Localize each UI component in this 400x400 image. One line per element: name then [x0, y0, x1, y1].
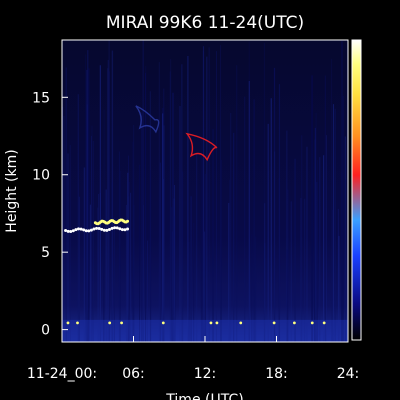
x-tick-label: 12:: [194, 366, 217, 382]
x-tick-label: 18:: [265, 366, 288, 382]
boundary-layer-point: [161, 321, 165, 325]
cirrus-point: [126, 219, 130, 223]
cirrus-point: [95, 226, 99, 230]
y-axis-label: Height (km): [4, 149, 20, 232]
y-axis-ticks: 0 5 10 15: [32, 90, 68, 339]
boundary-layer-point: [322, 321, 326, 325]
boundary-layer-point: [66, 321, 70, 325]
cirrus-point: [87, 229, 91, 233]
cirrus-point: [71, 229, 75, 233]
upper-cloud: [185, 132, 218, 162]
boundary-layer-point: [310, 321, 314, 325]
boundary-layer-point: [215, 321, 219, 325]
y-tick-label: 0: [41, 323, 50, 339]
cirrus-point: [79, 227, 83, 231]
x-axis-ticks: 11-24_00: 06: 12: 18: 24:: [27, 336, 359, 382]
cirrus-point: [69, 229, 73, 233]
cirrus-point: [110, 226, 114, 230]
boundary-layer-point: [76, 321, 79, 325]
cirrus-point: [82, 228, 86, 232]
cirrus-point: [74, 228, 78, 232]
x-tick-label: 11-24_00:: [27, 366, 97, 382]
x-tick-label: 06:: [122, 366, 145, 382]
cirrus-point: [102, 228, 106, 232]
upper-cloud: [135, 105, 160, 134]
cirrus-point: [123, 228, 127, 232]
cirrus-point: [115, 226, 119, 230]
cirrus-point: [100, 227, 104, 231]
x-tick-label: 24:: [337, 366, 360, 382]
boundary-layer-point: [120, 321, 123, 325]
y-tick-label: 15: [32, 90, 50, 106]
boundary-layer-point: [272, 321, 276, 325]
cirrus-point: [76, 227, 80, 231]
cirrus-point: [120, 228, 124, 232]
colorbar: [351, 39, 362, 341]
cirrus-point: [105, 228, 109, 232]
cirrus-point: [107, 228, 111, 232]
vertical-streaks: [61, 40, 348, 342]
boundary-layer-point: [239, 321, 243, 325]
chart-title: MIRAI 99K6 11-24(UTC): [106, 13, 304, 33]
boundary-layer-point: [292, 321, 296, 325]
cirrus-point: [64, 228, 68, 232]
cirrus-point: [84, 229, 88, 233]
y-tick-label: 10: [32, 168, 50, 184]
cirrus-point: [118, 227, 122, 231]
cirrus-point: [89, 228, 93, 232]
boundary-layer-point: [108, 321, 112, 325]
cirrus-point: [92, 227, 96, 231]
cirrus-point: [66, 229, 70, 233]
y-tick-label: 5: [41, 245, 50, 261]
cirrus-point: [113, 226, 117, 230]
x-axis-label: Time (UTC): [165, 392, 243, 400]
boundary-layer-point: [209, 321, 213, 325]
cirrus-point: [97, 226, 101, 230]
cirrus-point: [126, 227, 130, 231]
